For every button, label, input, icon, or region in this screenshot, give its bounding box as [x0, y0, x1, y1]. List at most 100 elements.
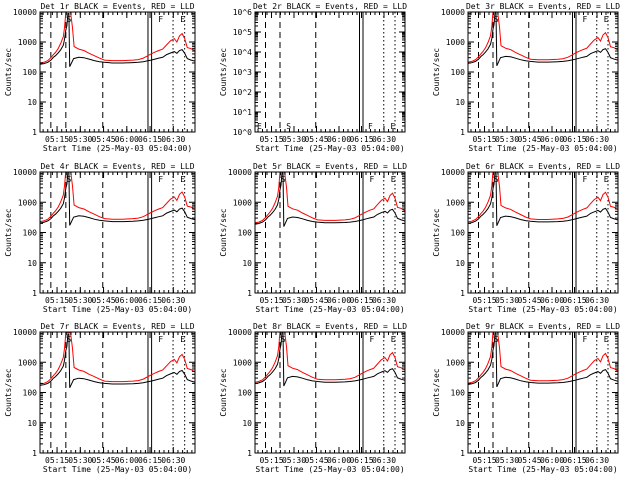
marker-label: S [67, 175, 72, 184]
x-tick-label: 06:15 [138, 456, 162, 465]
y-tick-label: 100 [451, 389, 466, 398]
y-tick-label: 10^6 [233, 8, 252, 17]
y-tick-label: 1000 [18, 358, 37, 367]
marker-label: E [604, 175, 609, 184]
x-tick-label: 05:45 [92, 456, 116, 465]
y-tick-label: 10 [455, 98, 465, 107]
marker-label: S [494, 15, 499, 24]
marker-label: S [281, 175, 286, 184]
series-lld-line [255, 172, 405, 224]
marker-label: F [583, 15, 588, 24]
x-tick-label: 06:15 [138, 135, 162, 144]
x-tick-label: 06:15 [138, 296, 162, 305]
y-tick-label: 1000 [446, 38, 465, 47]
y-tick-label: 1 [247, 449, 252, 458]
x-tick-label: 06:15 [562, 456, 586, 465]
panel-det-2: Det 2r BLACK = Events, RED = LLD E S F E 10^0… [219, 2, 407, 153]
x-tick-label: 05:15 [45, 456, 69, 465]
marker-label: S [494, 175, 499, 184]
x-tick-label: 06:30 [585, 296, 609, 305]
x-axis-title: Start Time (25-May-03 05:04:00) [255, 465, 404, 474]
x-tick-label: 06:30 [585, 135, 609, 144]
series-events-line [255, 172, 405, 227]
y-tick-label: 10^3 [233, 68, 252, 77]
y-tick-label: 1 [32, 449, 37, 458]
x-tick-label: 05:30 [282, 456, 306, 465]
x-tick-label: 05:30 [68, 135, 92, 144]
plot-frame [467, 331, 619, 454]
y-tick-label: 1000 [18, 38, 37, 47]
x-tick-label: 05:45 [517, 135, 541, 144]
y-tick-label: 10 [242, 259, 252, 268]
panel-det-7: Det 7r BLACK = Events, RED = LLD S F E 1 10 10… [4, 322, 196, 474]
plot-frame [254, 11, 406, 133]
x-tick-label: 05:45 [517, 456, 541, 465]
x-tick-label: 05:45 [517, 296, 541, 305]
marker-label: F [583, 335, 588, 344]
x-tick-label: 05:15 [472, 456, 496, 465]
marker-label: E [391, 122, 396, 131]
panel-det-5: Det 5r BLACK = Events, RED = LLD S F E 1 10 10… [219, 162, 407, 314]
series-lld-line [40, 332, 195, 385]
y-tick-label: 1000 [446, 358, 465, 367]
x-tick-label: 06:00 [540, 296, 564, 305]
series-lld-line [255, 332, 405, 383]
x-tick-label: 06:15 [349, 296, 373, 305]
y-tick-label: 1 [32, 289, 37, 298]
y-tick-label: 1000 [233, 198, 252, 207]
x-tick-label: 05:15 [472, 135, 496, 144]
marker-label: S [494, 335, 499, 344]
x-axis-title: Start Time (25-May-03 05:04:00) [255, 305, 404, 314]
x-tick-label: 06:30 [372, 456, 396, 465]
x-axis-title: Start Time (25-May-03 05:04:00) [468, 305, 617, 314]
x-tick-label: 05:30 [282, 135, 306, 144]
marker-label: E [180, 15, 185, 24]
x-tick-label: 06:15 [349, 135, 373, 144]
plot-frame [39, 11, 196, 133]
x-tick-label: 05:15 [259, 135, 283, 144]
x-tick-label: 06:15 [562, 296, 586, 305]
y-tick-label: 100 [238, 389, 253, 398]
x-tick-label: 06:30 [585, 456, 609, 465]
y-tick-label: 10 [27, 98, 37, 107]
y-tick-label: 100 [238, 229, 253, 238]
x-tick-label: 06:00 [327, 135, 351, 144]
panel-title: Det 7r BLACK = Events, RED = LLD [40, 322, 194, 331]
x-tick-label: 05:30 [495, 296, 519, 305]
y-tick-label: 100 [23, 229, 38, 238]
y-tick-label: 10^1 [233, 108, 252, 117]
marker-label: S [286, 122, 291, 131]
series-events-line [468, 332, 618, 388]
x-tick-label: 05:45 [92, 296, 116, 305]
panel-det-3: Det 3r BLACK = Events, RED = LLD S F E 1 10 10… [432, 2, 620, 153]
x-tick-label: 06:00 [327, 456, 351, 465]
series-events-line [40, 12, 195, 67]
panel-title: Det 6r BLACK = Events, RED = LLD [466, 162, 620, 171]
x-tick-label: 06:30 [161, 296, 185, 305]
marker-label: E [391, 175, 396, 184]
panel-title: Det 4r BLACK = Events, RED = LLD [40, 162, 194, 171]
panel-title: Det 9r BLACK = Events, RED = LLD [466, 322, 620, 331]
y-tick-label: 10000 [13, 328, 37, 337]
series-lld-line [40, 12, 195, 64]
y-tick-label: 1000 [233, 358, 252, 367]
marker-label: F [158, 175, 163, 184]
y-tick-label: 1000 [446, 198, 465, 207]
y-tick-label: 1 [32, 128, 37, 137]
x-tick-label: 06:15 [562, 135, 586, 144]
series-events-line [40, 172, 195, 226]
x-tick-label: 06:00 [115, 456, 139, 465]
y-tick-label: 10 [27, 259, 37, 268]
y-tick-label: 10000 [13, 168, 37, 177]
panel-det-9: Det 9r BLACK = Events, RED = LLD S F E 1 10 10… [432, 322, 620, 474]
y-axis-title: Counts/sec [432, 48, 441, 96]
y-axis-title: Counts/sec [432, 368, 441, 416]
